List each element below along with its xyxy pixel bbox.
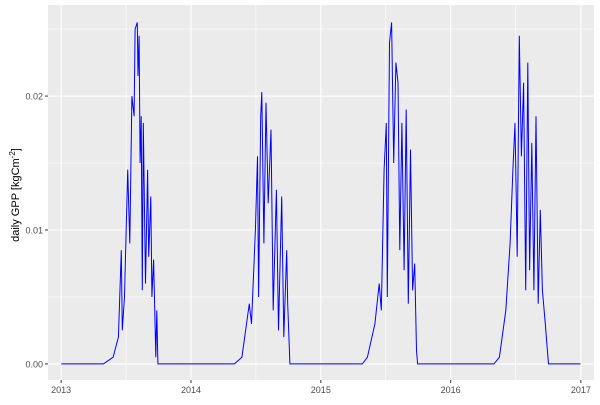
y-tick-label: 0.01 — [25, 226, 43, 236]
axes: 0.00 0.01 0.02 2013 2014 2015 2016 2017 — [25, 92, 590, 395]
grid-lines — [48, 5, 594, 380]
x-tick-label: 2015 — [311, 385, 331, 395]
x-tick-label: 2014 — [181, 385, 201, 395]
series-layer — [61, 22, 581, 365]
x-tick-label: 2016 — [441, 385, 461, 395]
y-tick-label: 0.00 — [25, 359, 43, 369]
gpp-series-line — [61, 22, 581, 365]
x-tick-label: 2013 — [51, 385, 71, 395]
y-axis-label: daily GPP [kgCm-2] — [8, 148, 22, 242]
y-tick-label: 0.02 — [25, 92, 43, 102]
x-tick-label: 2017 — [571, 385, 591, 395]
